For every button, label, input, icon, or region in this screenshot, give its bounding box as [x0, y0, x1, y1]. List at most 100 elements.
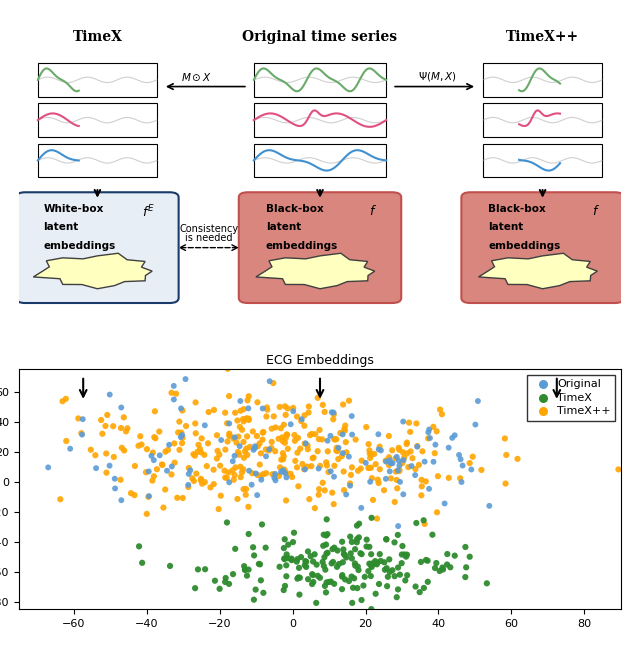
Point — [209, 405, 219, 415]
Point — [248, 542, 258, 553]
Point — [385, 567, 395, 577]
Point — [276, 467, 286, 477]
Point — [292, 554, 303, 564]
Point — [119, 445, 129, 456]
Point — [257, 403, 268, 413]
Point — [331, 434, 341, 445]
Point — [338, 399, 348, 410]
Point — [147, 476, 157, 486]
Point — [381, 563, 392, 573]
Text: latent: latent — [266, 222, 301, 233]
Point — [374, 444, 384, 454]
Point — [243, 564, 253, 575]
Point — [277, 432, 287, 443]
Point — [222, 517, 232, 527]
Point — [374, 549, 385, 559]
Point — [310, 503, 320, 513]
FancyBboxPatch shape — [254, 103, 386, 137]
Point — [366, 450, 376, 460]
Point — [118, 412, 129, 422]
Point — [424, 424, 435, 435]
Point — [364, 559, 374, 569]
Point — [43, 462, 53, 472]
Point — [394, 465, 404, 475]
Point — [243, 502, 253, 512]
Point — [386, 473, 396, 483]
Point — [352, 583, 362, 594]
Point — [401, 551, 412, 562]
Point — [461, 562, 471, 572]
Point — [200, 477, 210, 487]
Point — [283, 403, 293, 413]
Point — [283, 444, 293, 454]
Point — [247, 468, 257, 478]
Point — [220, 445, 230, 455]
Point — [242, 431, 252, 441]
Point — [224, 579, 234, 589]
Point — [141, 509, 152, 519]
Point — [221, 472, 232, 483]
Point — [303, 574, 313, 584]
Text: Black-box: Black-box — [488, 204, 546, 214]
Point — [148, 447, 158, 457]
Point — [292, 448, 303, 458]
Point — [294, 590, 305, 600]
Point — [150, 433, 161, 443]
Point — [384, 431, 394, 441]
Point — [484, 501, 495, 511]
Point — [169, 381, 179, 391]
Point — [276, 454, 287, 465]
Point — [270, 446, 280, 456]
Point — [387, 565, 397, 575]
Point — [356, 549, 367, 559]
Point — [460, 542, 470, 552]
Point — [209, 465, 219, 475]
Point — [337, 451, 347, 461]
Point — [321, 457, 332, 467]
Point — [280, 433, 291, 443]
Point — [366, 561, 376, 571]
Point — [322, 460, 332, 470]
Text: embeddings: embeddings — [44, 241, 115, 251]
FancyBboxPatch shape — [16, 192, 179, 303]
Point — [340, 425, 350, 435]
Point — [341, 489, 351, 500]
Point — [282, 429, 292, 439]
Point — [169, 394, 179, 404]
Point — [250, 584, 260, 595]
Point — [110, 483, 120, 494]
Point — [243, 395, 253, 406]
Point — [214, 504, 224, 515]
Point — [324, 577, 334, 587]
Point — [429, 448, 440, 458]
Point — [402, 437, 412, 448]
Point — [450, 430, 460, 441]
Point — [482, 578, 492, 588]
Point — [329, 579, 339, 589]
Legend: Original, TimeX, TimeX++: Original, TimeX, TimeX++ — [527, 375, 615, 421]
Point — [402, 570, 412, 581]
Point — [333, 443, 344, 453]
Point — [358, 581, 369, 591]
Point — [400, 575, 410, 586]
Point — [398, 417, 408, 427]
Point — [250, 441, 260, 452]
Point — [384, 554, 394, 564]
Point — [428, 529, 438, 540]
Text: Black-box: Black-box — [266, 204, 324, 214]
Point — [339, 544, 349, 555]
Point — [364, 439, 374, 449]
Point — [391, 467, 401, 477]
Point — [285, 419, 296, 430]
Point — [197, 478, 207, 489]
Text: embeddings: embeddings — [266, 241, 338, 251]
Point — [196, 474, 206, 484]
Point — [202, 461, 212, 471]
Point — [327, 487, 337, 498]
Point — [296, 416, 307, 426]
Point — [152, 464, 162, 474]
Point — [279, 543, 289, 553]
Point — [356, 463, 366, 474]
Point — [249, 594, 259, 605]
Point — [500, 434, 510, 444]
